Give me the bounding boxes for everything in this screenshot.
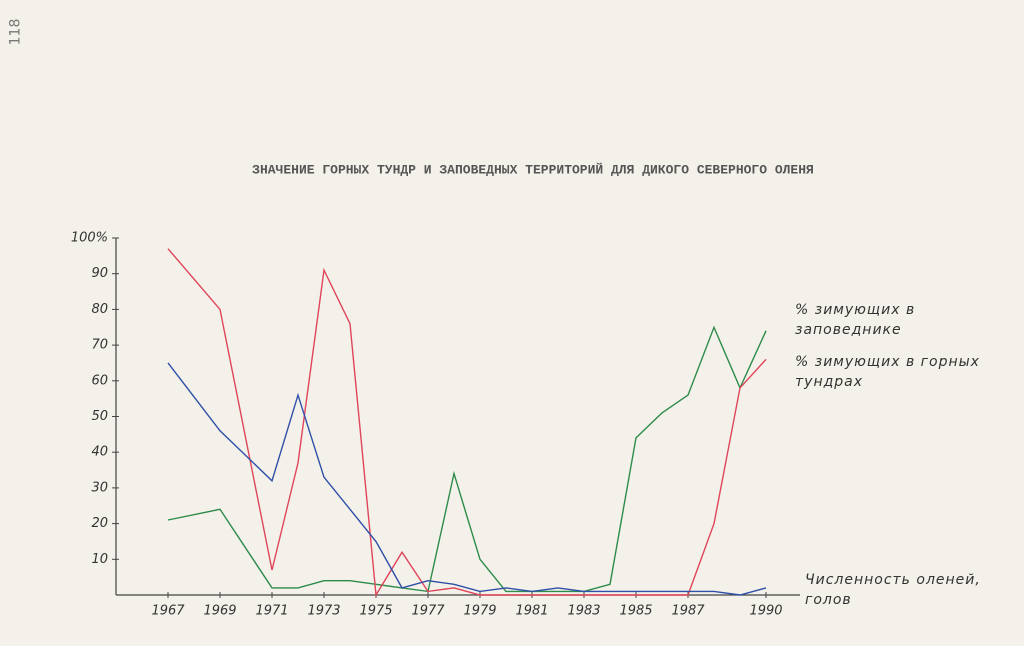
x-tick-label: 1967 — [151, 604, 185, 619]
y-tick-label: 100% — [71, 231, 108, 246]
y-tick-label: 70 — [91, 338, 108, 353]
series-line — [167, 362, 767, 596]
y-tick-label: 50 — [91, 409, 108, 424]
series-line — [167, 248, 767, 598]
series-label: % зимующих в заповеднике — [795, 302, 916, 338]
y-tick-label: 60 — [91, 373, 108, 388]
x-tick-label: 1969 — [203, 604, 236, 619]
series-line — [167, 325, 767, 593]
y-tick-label: 10 — [91, 552, 108, 567]
series-label: Численность оленей, голов — [805, 572, 981, 608]
x-tick-label: 1977 — [411, 604, 445, 619]
y-tick-label: 20 — [91, 516, 108, 531]
x-tick-label: 1971 — [255, 604, 288, 619]
series-label: % зимующих в горных тундрах — [795, 354, 980, 390]
x-tick-label: 1987 — [671, 604, 705, 619]
x-tick-label: 1990 — [749, 604, 782, 619]
x-tick-label: 1979 — [463, 604, 496, 619]
y-tick-label: 30 — [91, 480, 108, 495]
y-tick-label: 80 — [91, 302, 108, 317]
x-tick-label: 1975 — [359, 604, 392, 619]
x-tick-label: 1973 — [307, 604, 340, 619]
x-tick-label: 1983 — [567, 604, 600, 619]
chart-title: ЗНАЧЕНИЕ ГОРНЫХ ТУНДР И ЗАПОВЕДНЫХ ТЕРРИ… — [252, 162, 814, 177]
x-tick-label: 1981 — [515, 604, 548, 619]
x-tick-label: 1985 — [619, 604, 652, 619]
y-tick-label: 90 — [91, 266, 108, 281]
y-tick-label: 40 — [91, 445, 108, 460]
